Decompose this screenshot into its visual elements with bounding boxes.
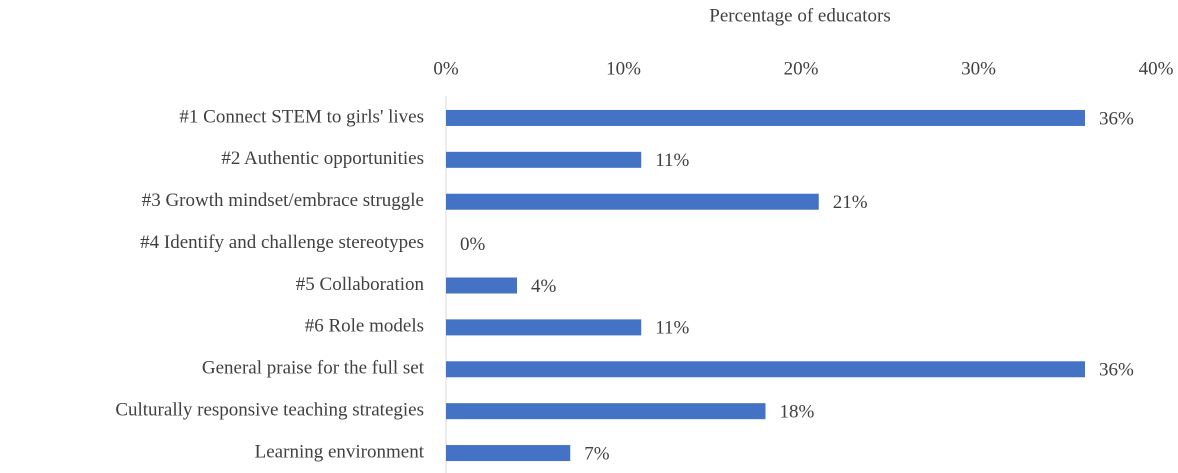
y-tick-label: Culturally responsive teaching strategie… [115, 400, 424, 421]
y-tick-label: #6 Role models [305, 316, 424, 337]
y-tick-label: #1 Connect STEM to girls' lives [179, 106, 424, 127]
data-label: 21% [833, 192, 868, 213]
x-tick-label: 0% [433, 58, 459, 79]
y-tick-label: Learning environment [255, 441, 425, 462]
y-tick-label: #2 Authentic opportunities [221, 148, 424, 169]
data-label: 11% [655, 150, 689, 171]
bar [446, 277, 517, 294]
data-label: 11% [655, 318, 689, 339]
data-label: 36% [1099, 108, 1134, 129]
axis-title: Percentage of educators [709, 5, 890, 26]
data-label: 4% [531, 276, 557, 297]
y-tick-label: #4 Identify and challenge stereotypes [140, 232, 424, 253]
y-tick-label: #3 Growth mindset/embrace struggle [142, 190, 424, 211]
y-tick-label: General praise for the full set [202, 358, 425, 379]
bar [446, 109, 1085, 126]
bar [446, 445, 571, 462]
y-tick-label: #5 Collaboration [296, 274, 425, 295]
bar [446, 361, 1085, 378]
x-tick-label: 40% [1139, 58, 1174, 79]
bar [446, 403, 766, 420]
data-label: 36% [1099, 360, 1134, 381]
data-label: 18% [780, 402, 815, 423]
x-tick-label: 20% [784, 58, 819, 79]
bar [446, 193, 819, 210]
x-tick-label: 10% [606, 58, 641, 79]
x-tick-label: 30% [961, 58, 996, 79]
data-label: 0% [460, 234, 486, 255]
data-label: 7% [584, 443, 610, 464]
bar [446, 319, 642, 336]
bar [446, 151, 642, 168]
